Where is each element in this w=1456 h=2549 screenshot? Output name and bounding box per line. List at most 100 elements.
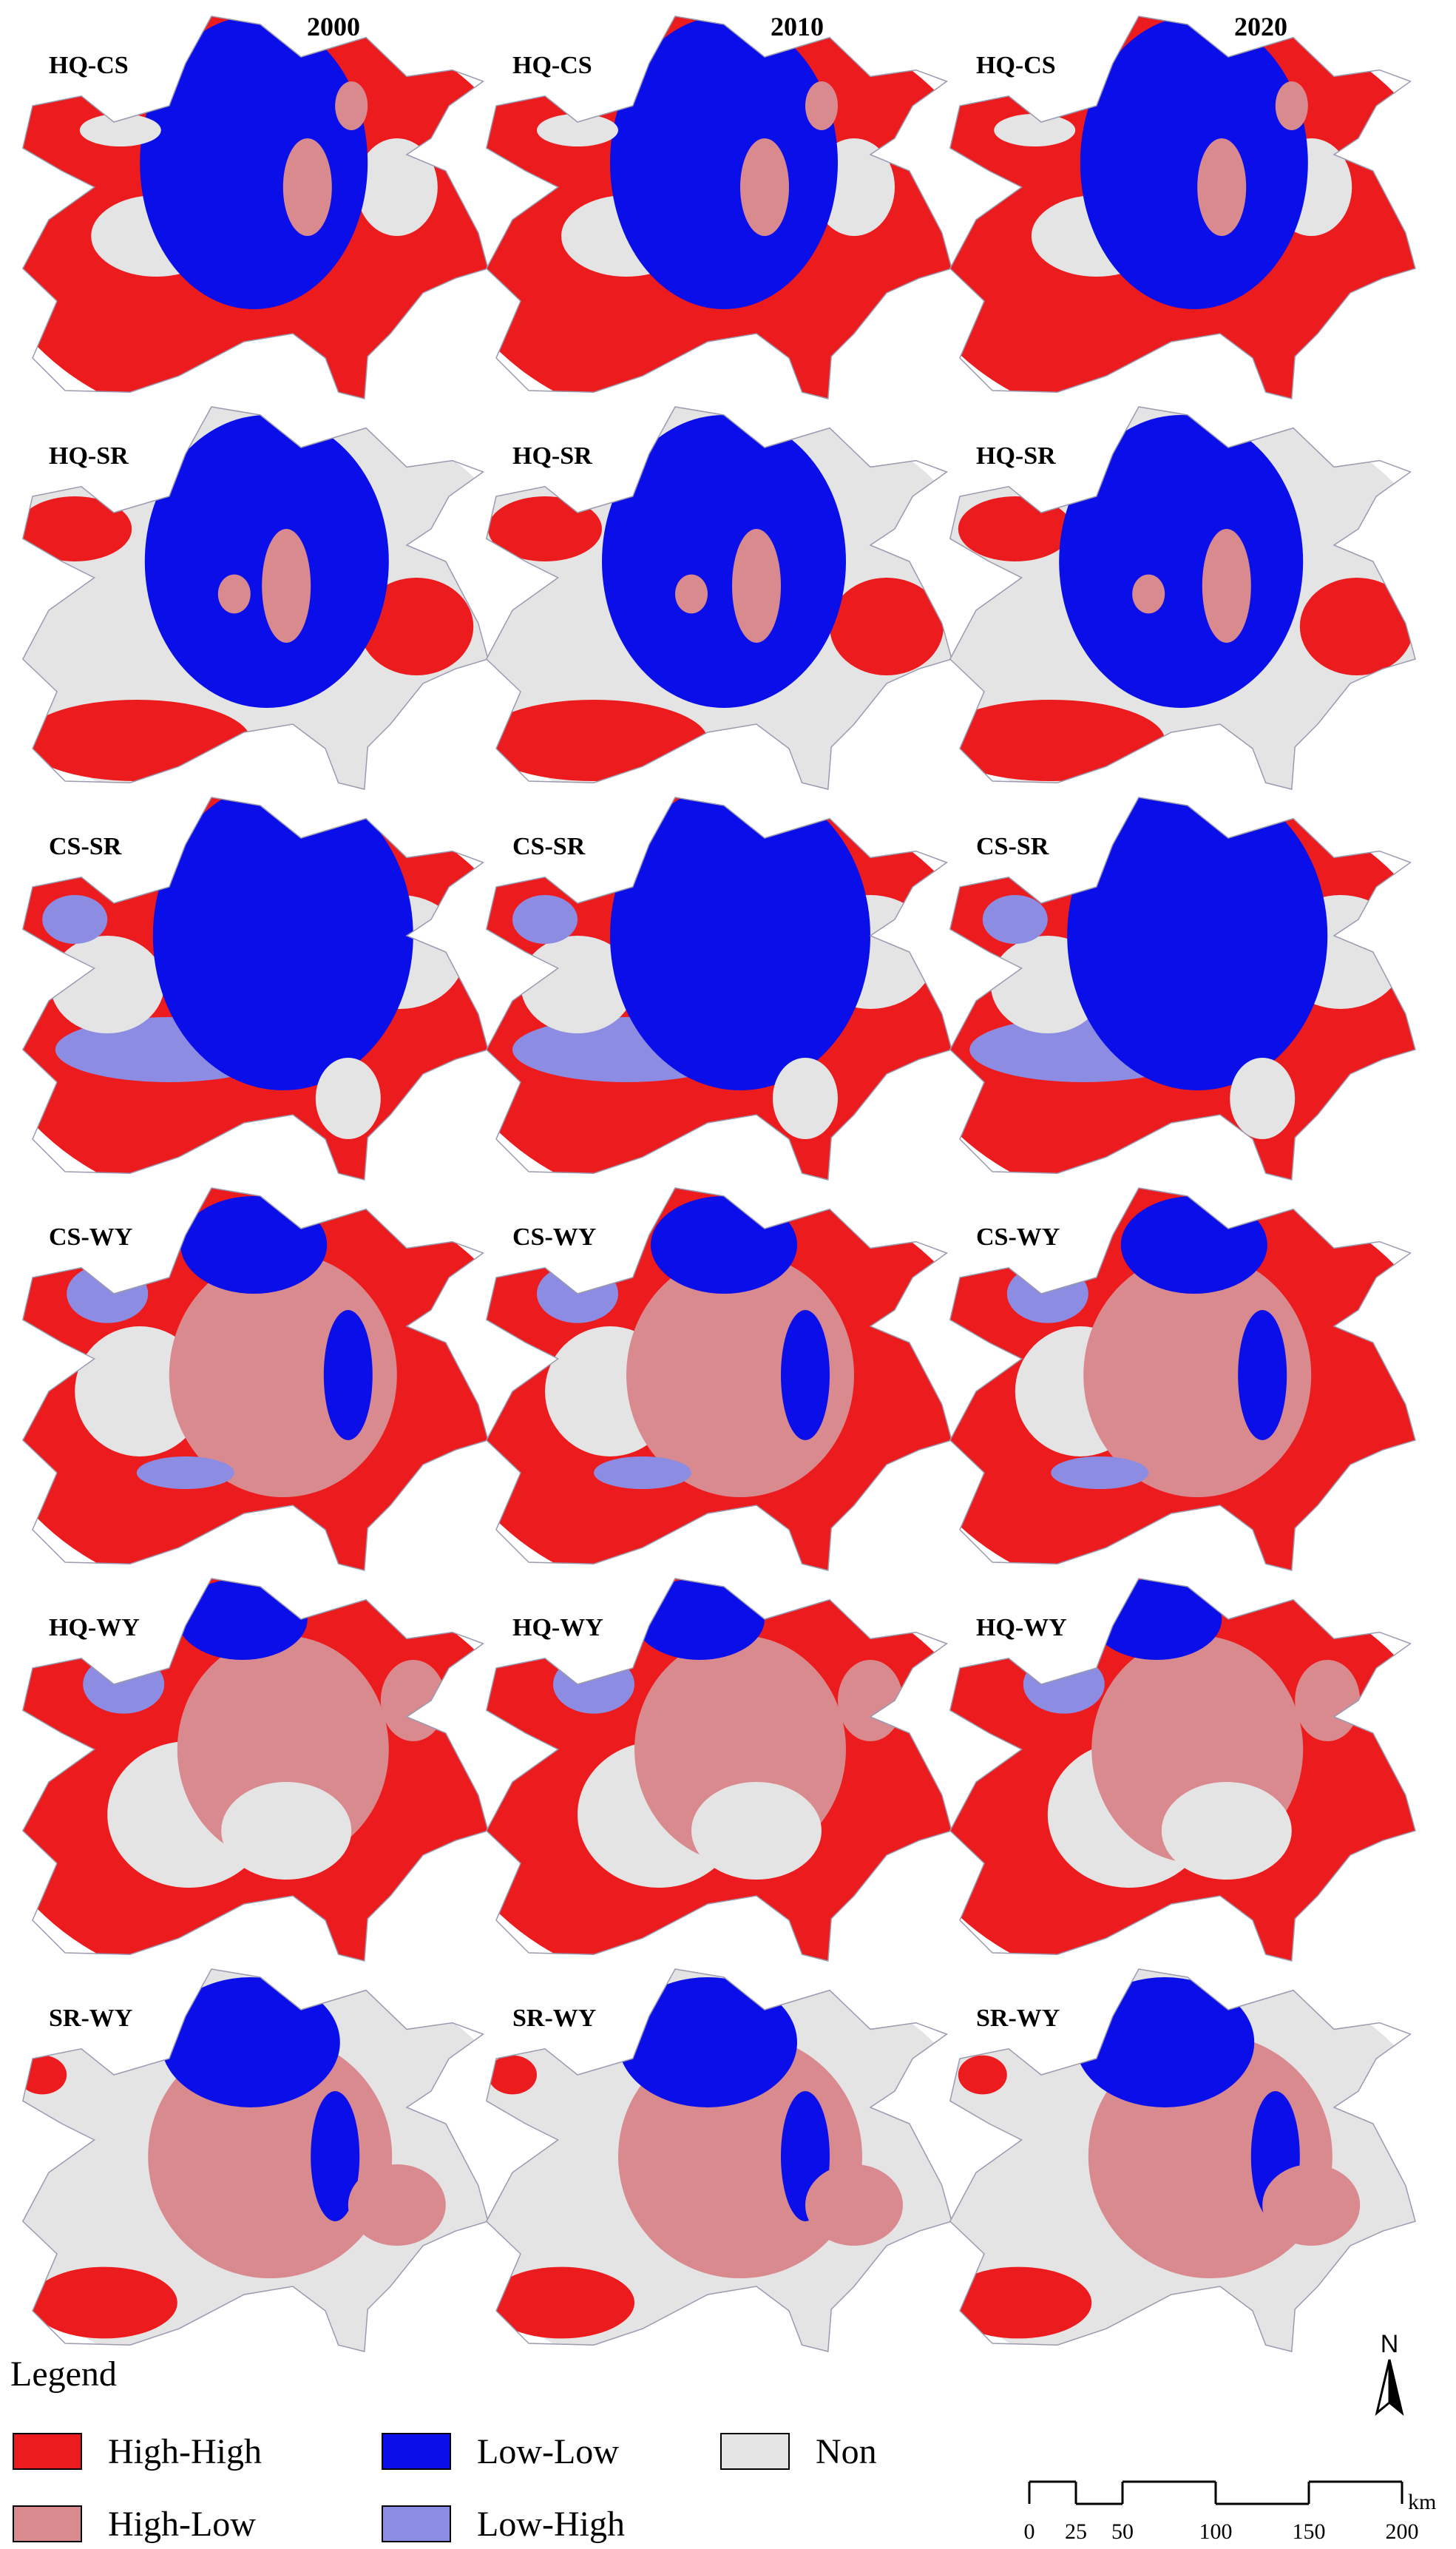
- map-region: [488, 2055, 537, 2095]
- map-region: [958, 496, 1072, 561]
- scale-label: 50: [1111, 2519, 1134, 2544]
- map-region: [1120, 1196, 1267, 1294]
- map-label: HQ-CS: [49, 52, 129, 79]
- map-panel: CS-WY: [21, 1187, 489, 1571]
- map-outline: [485, 1968, 952, 2352]
- map-panel: HQ-CS: [485, 16, 952, 399]
- column-header: 2000: [307, 12, 360, 41]
- map-region: [262, 529, 311, 643]
- map-panel: SR-WY: [21, 1968, 489, 2352]
- map-region: [610, 797, 870, 1090]
- legend-swatch: [720, 2433, 790, 2470]
- map-region: [1161, 1782, 1292, 1880]
- map-panel: SR-WY: [949, 1968, 1416, 2352]
- legend-label: High-Low: [108, 2505, 256, 2544]
- map-label: CS-WY: [512, 1223, 596, 1251]
- map-region: [1075, 1977, 1255, 2107]
- map-label: HQ-CS: [512, 52, 592, 79]
- map-label: HQ-WY: [976, 1614, 1067, 1641]
- legend-swatch: [382, 2433, 451, 2470]
- column-header: 2010: [771, 12, 824, 41]
- scale-label: 100: [1199, 2519, 1233, 2544]
- map-outline: [21, 16, 489, 399]
- map-region: [773, 1058, 838, 1139]
- map-region: [136, 1456, 234, 1489]
- map-region: [1059, 415, 1304, 708]
- north-label: N: [1381, 2330, 1399, 2358]
- map-label: SR-WY: [512, 2005, 596, 2032]
- map-region: [311, 2091, 360, 2221]
- map-region: [282, 138, 332, 236]
- map-label: CS-SR: [49, 833, 122, 860]
- map-panel: SR-WY: [485, 1968, 952, 2352]
- map-region: [1295, 1660, 1361, 1741]
- map-label: HQ-CS: [976, 52, 1056, 79]
- scale-label: 200: [1386, 2519, 1419, 2544]
- map-region: [152, 797, 413, 1090]
- map-region: [651, 1196, 797, 1294]
- map-region: [140, 16, 368, 309]
- map-outline: [21, 1187, 489, 1571]
- map-region: [486, 700, 708, 781]
- map-region: [315, 1058, 381, 1139]
- map-region: [22, 496, 132, 561]
- map-region: [1091, 1579, 1222, 1660]
- scale-label: 25: [1065, 2519, 1087, 2544]
- map-region: [675, 574, 708, 614]
- map-region: [1051, 1456, 1149, 1489]
- map-outline: [949, 1187, 1416, 1571]
- map-region: [602, 415, 846, 708]
- map-panel: CS-SR: [485, 797, 952, 1181]
- map-panel: HQ-WY: [949, 1578, 1416, 1962]
- map-panel: HQ-SR: [485, 406, 952, 790]
- map-region: [356, 138, 438, 236]
- map-outline: [485, 16, 952, 399]
- legend-title: Legend: [10, 2354, 117, 2394]
- map-label: SR-WY: [976, 2005, 1060, 2032]
- scale-unit: km: [1408, 2490, 1436, 2514]
- map-outline: [21, 1968, 489, 2352]
- map-panel: CS-WY: [485, 1187, 952, 1571]
- map-fill: [949, 797, 1416, 1180]
- map-region: [180, 1196, 328, 1294]
- map-region: [30, 2266, 177, 2339]
- map-label: CS-SR: [512, 833, 586, 860]
- map-outline: [949, 406, 1416, 790]
- map-panel: CS-SR: [949, 797, 1416, 1181]
- map-label: HQ-SR: [976, 442, 1056, 470]
- map-panel: HQ-SR: [21, 406, 489, 790]
- map-label: SR-WY: [49, 2005, 132, 2032]
- map-region: [22, 700, 251, 781]
- map-region: [958, 2055, 1007, 2095]
- map-region: [217, 574, 251, 614]
- map-outline: [485, 1187, 952, 1571]
- map-region: [594, 1456, 691, 1489]
- map-region: [221, 1782, 352, 1880]
- map-region: [1006, 1264, 1088, 1323]
- map-label: CS-WY: [49, 1223, 132, 1251]
- map-label: HQ-WY: [49, 1614, 140, 1641]
- map-outline: [949, 16, 1416, 399]
- map-region: [1230, 1058, 1296, 1139]
- map-region: [177, 1579, 308, 1660]
- map-outline: [21, 1578, 489, 1962]
- map-outline: [21, 406, 489, 790]
- map-region: [1238, 1310, 1287, 1440]
- map-region: [348, 2164, 446, 2246]
- map-region: [1275, 81, 1308, 130]
- map-panel: HQ-WY: [21, 1578, 489, 1962]
- map-region: [67, 1264, 149, 1323]
- map-region: [982, 895, 1048, 944]
- map-region: [805, 81, 838, 130]
- map-region: [740, 138, 789, 236]
- map-region: [1080, 16, 1308, 309]
- legend-label: High-High: [108, 2432, 262, 2471]
- map-region: [634, 1579, 765, 1660]
- map-outline: [485, 1578, 952, 1962]
- map-region: [732, 529, 781, 643]
- map-region: [1202, 529, 1251, 643]
- map-label: HQ-WY: [512, 1614, 603, 1641]
- map-region: [1262, 2164, 1361, 2246]
- map-region: [335, 81, 368, 130]
